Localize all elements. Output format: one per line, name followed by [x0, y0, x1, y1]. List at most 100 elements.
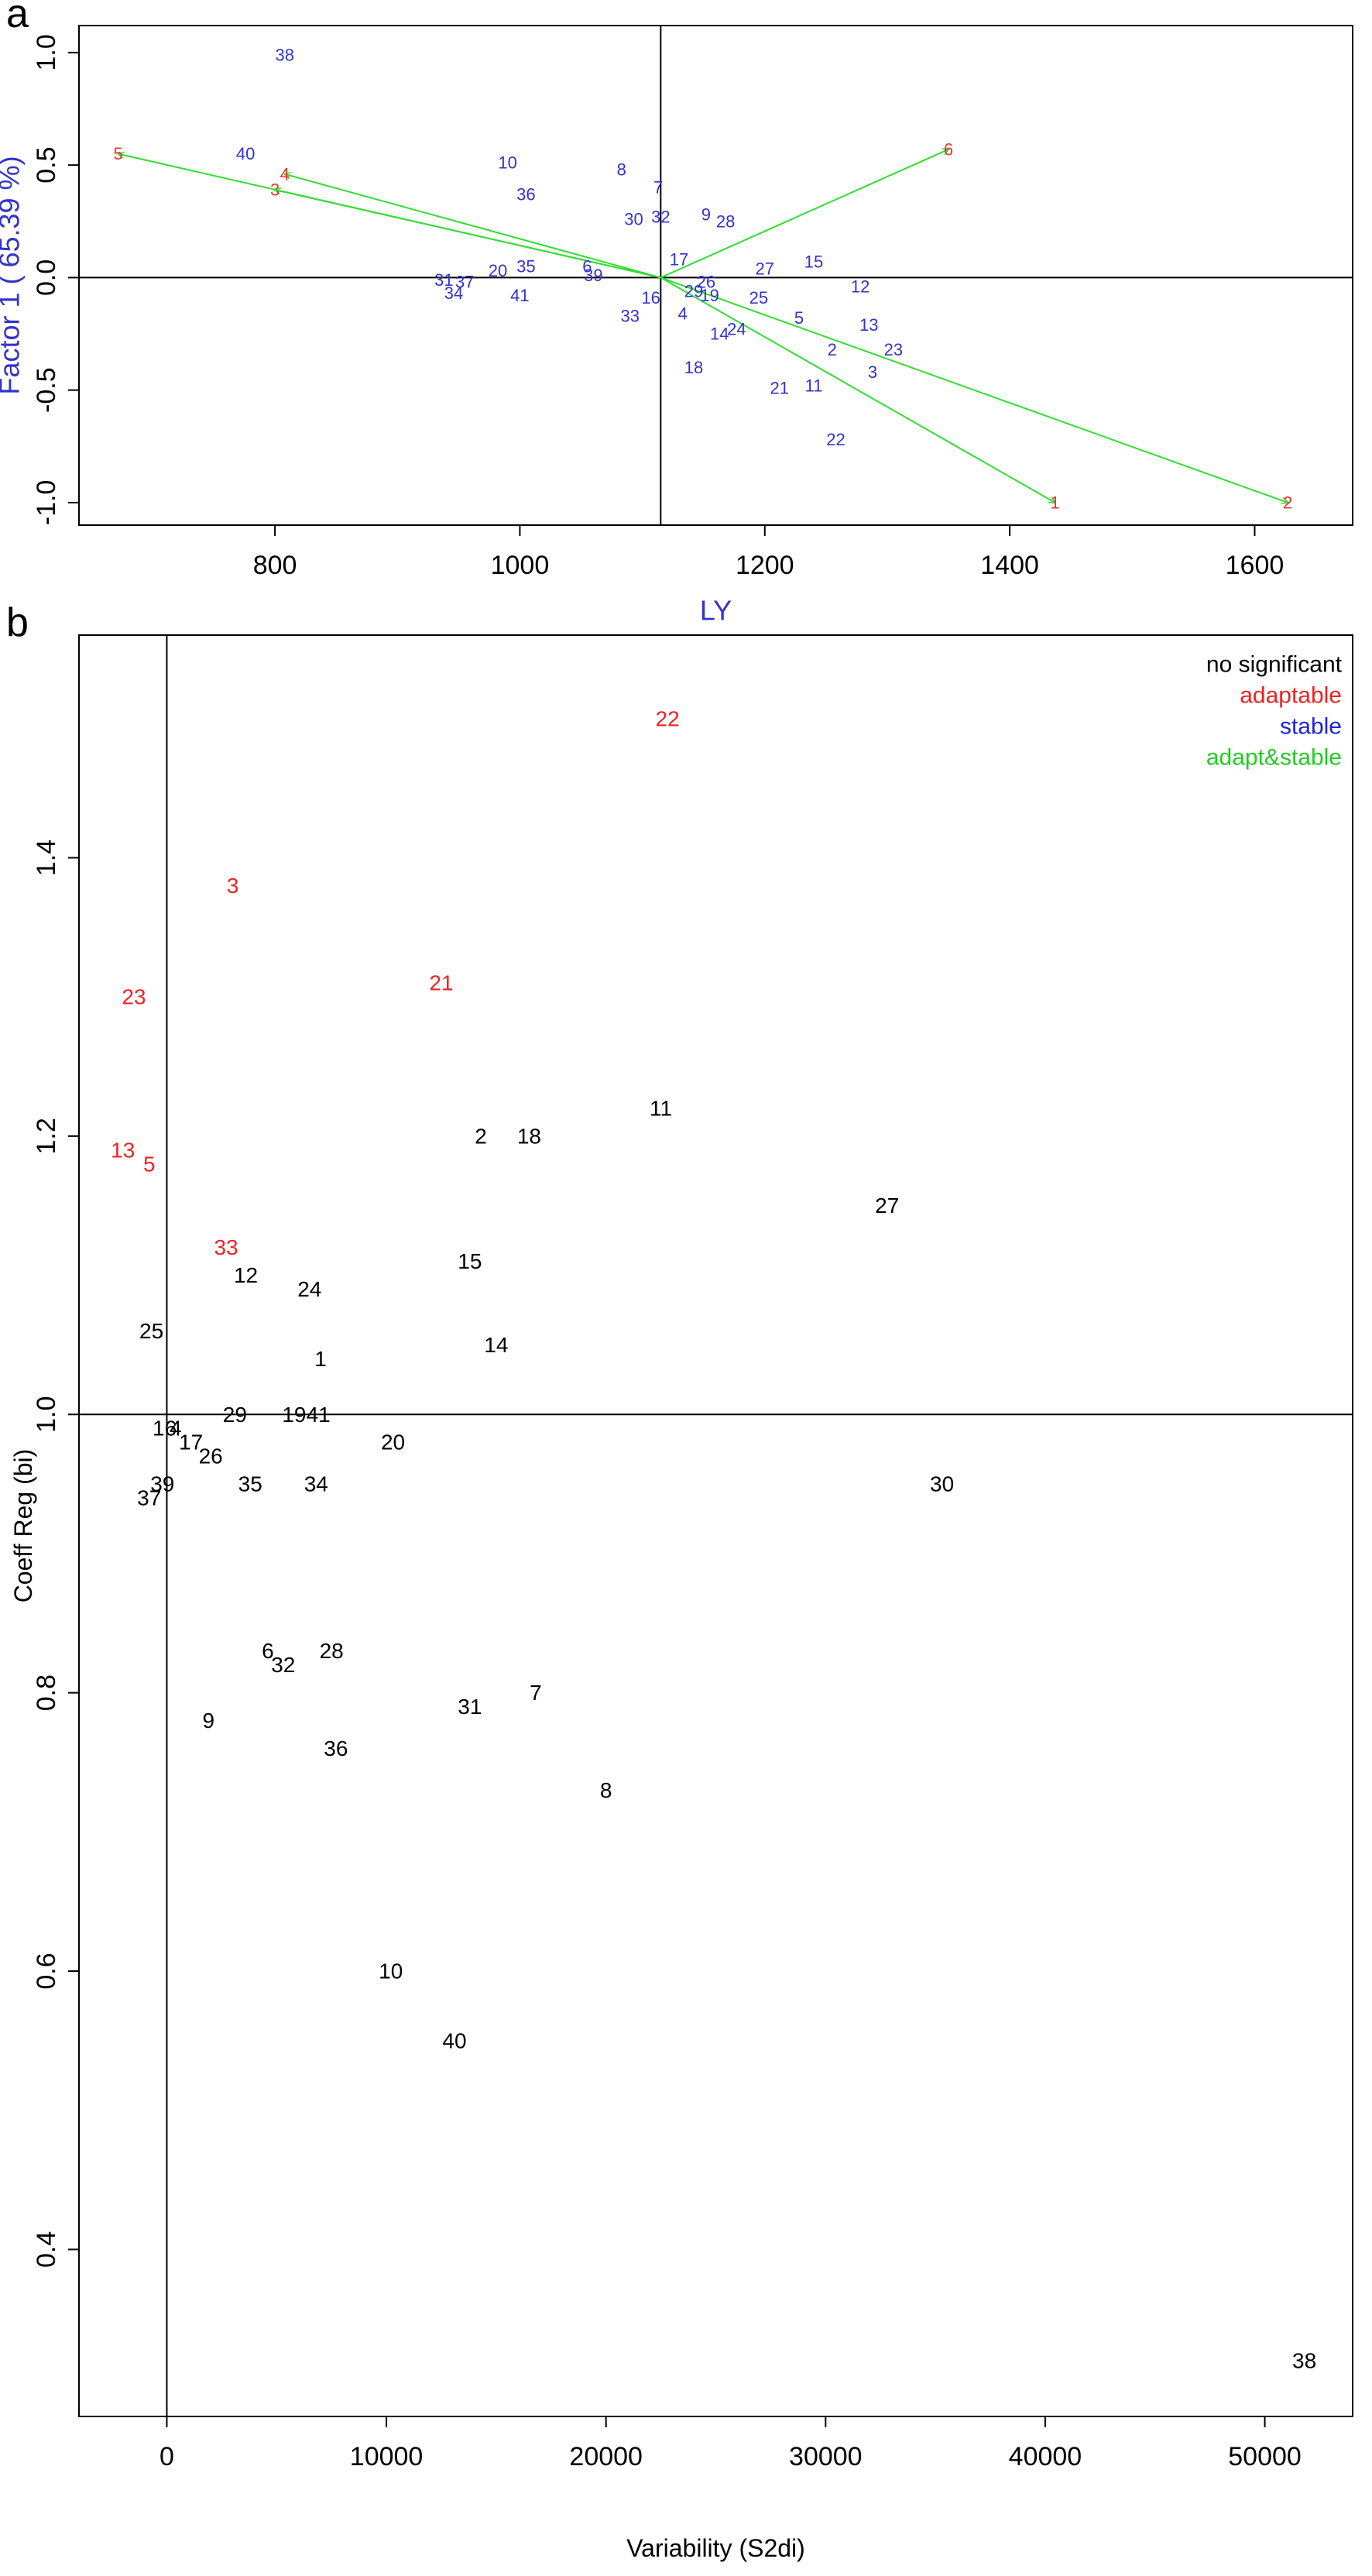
point-label: 40: [236, 144, 255, 163]
y-tick-label: 0.5: [32, 147, 61, 184]
point-label: 17: [670, 250, 688, 270]
legend-entry: adapt&stable: [1206, 745, 1342, 771]
y-axis-label: Coeff Reg (bi): [9, 1449, 37, 1603]
point-label: 17: [179, 1431, 203, 1455]
x-tick-label: 30000: [789, 2442, 863, 2471]
point-label: 8: [617, 160, 626, 179]
point-label: 2: [475, 1124, 487, 1148]
point-label: 30: [624, 209, 643, 228]
point-label: 3: [868, 362, 877, 382]
legend-entry: adaptable: [1240, 683, 1342, 709]
point-label: 28: [320, 1639, 344, 1663]
point-label: 41: [510, 286, 529, 305]
point-label: 32: [651, 207, 670, 226]
point-label: 9: [701, 205, 711, 225]
point-label: 20: [489, 261, 507, 280]
point-label: 18: [684, 358, 703, 377]
point-label: 38: [1292, 2349, 1316, 2373]
point-label: 25: [139, 1319, 163, 1343]
x-tick-label: 1400: [980, 551, 1039, 580]
point-label: 20: [381, 1431, 405, 1455]
point-label: 10: [498, 153, 516, 173]
vector-label: 2: [1283, 493, 1292, 512]
x-tick-label: 1200: [736, 551, 794, 580]
point-label: 16: [153, 1417, 177, 1441]
point-label: 37: [455, 273, 474, 292]
point-label: 35: [238, 1472, 262, 1496]
y-tick-label: -1.0: [32, 480, 61, 526]
point-label: 2: [828, 340, 837, 359]
panel-b: 0 10000 20000 30000 40000 50000 0.4 0.6 0.8 1.0 1.…: [6, 600, 1353, 2562]
point-label: 36: [516, 184, 535, 204]
x-tick-label: 50000: [1228, 2442, 1302, 2471]
point-label: 31: [458, 1695, 482, 1719]
point-label: 4: [170, 1417, 182, 1441]
point-label: 24: [297, 1277, 321, 1301]
x-tick-label: 10000: [350, 2442, 424, 2471]
point-label: 22: [656, 706, 680, 730]
panel-label: a: [6, 0, 29, 36]
point-label: 9: [203, 1709, 215, 1733]
point-label: 13: [859, 315, 878, 335]
vector-arrow-5: [118, 154, 661, 279]
point-label: 3: [227, 874, 239, 898]
point-label: 27: [756, 259, 774, 278]
point-label: 11: [650, 1096, 672, 1120]
x-tick-label: 0: [159, 2442, 174, 2471]
x-tick-label: 1600: [1226, 551, 1285, 580]
panel-label: b: [6, 600, 29, 645]
legend-entry: no significant: [1206, 652, 1343, 678]
y-tick-label: 0.8: [32, 1674, 61, 1711]
y-tick-label: 0.0: [32, 259, 61, 296]
point-label: 7: [530, 1681, 542, 1705]
legend-entry: stable: [1280, 714, 1342, 740]
point-label: 12: [851, 277, 870, 297]
point-label: 37: [137, 1486, 161, 1510]
point-label: 18: [517, 1124, 541, 1148]
point-label: 1: [314, 1347, 327, 1371]
point-label: 5: [794, 308, 804, 328]
vector-label: 4: [280, 164, 290, 184]
vector-arrow-4: [285, 174, 661, 279]
y-tick-label: 1.0: [32, 1396, 61, 1433]
point-label: 22: [826, 430, 845, 449]
vector-label: 5: [113, 144, 122, 163]
point-label: 14: [710, 325, 729, 344]
point-label: 36: [324, 1736, 348, 1760]
y-tick-label: 1.0: [32, 34, 61, 70]
point-label: 5: [143, 1152, 156, 1176]
x-axis-label: Variability (S2di): [626, 2534, 805, 2562]
point-label: 6: [582, 256, 592, 276]
plot-frame: [78, 25, 1353, 526]
point-label: 39: [150, 1472, 174, 1496]
point-label: 24: [727, 320, 746, 339]
point-label: 6: [262, 1639, 274, 1663]
point-label: 11: [805, 376, 823, 395]
point-label: 34: [304, 1472, 328, 1496]
point-label: 26: [697, 273, 715, 292]
point-label: 12: [234, 1263, 258, 1287]
y-tick-label: 0.6: [32, 1953, 61, 1989]
point-label: 38: [275, 45, 293, 64]
point-label: 33: [214, 1235, 238, 1259]
y-tick-label: 1.4: [32, 840, 61, 876]
point-label: 31: [434, 270, 453, 290]
point-label: 16: [641, 288, 660, 307]
point-label: 29: [223, 1403, 247, 1427]
point-label: 28: [716, 211, 735, 231]
y-axis-label: Factor 1 ( 65.39 %): [0, 156, 26, 394]
point-label: 10: [379, 1959, 403, 1984]
point-label: 21: [770, 378, 789, 397]
point-label: 7: [653, 178, 663, 197]
point-label: 26: [199, 1444, 223, 1468]
point-label: 34: [444, 283, 463, 303]
vector-arrow-2: [660, 276, 1288, 503]
x-axis-label: LY: [700, 595, 732, 627]
point-label: 29: [684, 281, 703, 301]
point-label: 25: [749, 288, 768, 307]
y-tick-label: 0.4: [32, 2231, 61, 2268]
x-tick-label: 800: [253, 551, 297, 580]
point-label: 35: [516, 256, 535, 276]
point-label: 30: [930, 1472, 954, 1496]
